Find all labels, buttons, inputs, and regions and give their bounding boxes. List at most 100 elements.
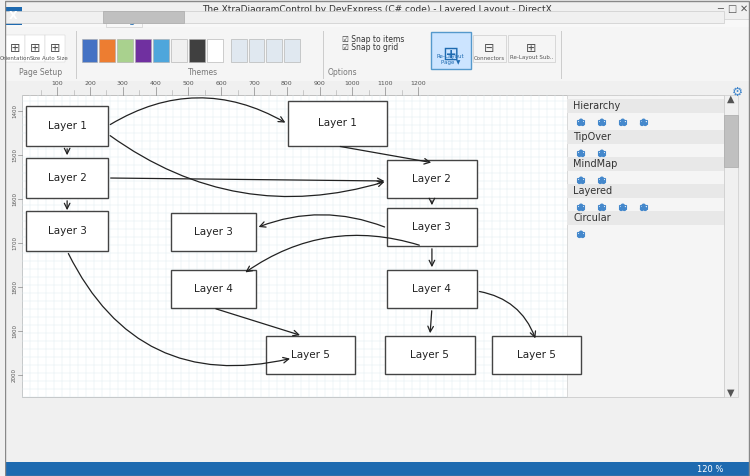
Text: MindMap: MindMap (573, 159, 617, 169)
Text: 1700: 1700 (12, 236, 17, 250)
Circle shape (602, 122, 605, 125)
Circle shape (581, 234, 584, 238)
FancyBboxPatch shape (640, 205, 646, 209)
FancyBboxPatch shape (567, 99, 724, 113)
Text: Design: Design (106, 15, 142, 25)
FancyBboxPatch shape (509, 35, 555, 62)
FancyBboxPatch shape (567, 95, 724, 397)
Circle shape (598, 180, 602, 183)
FancyBboxPatch shape (567, 130, 724, 144)
Circle shape (581, 153, 584, 157)
Text: Size: Size (30, 56, 41, 60)
Text: ⊞: ⊞ (10, 42, 21, 56)
Circle shape (578, 180, 581, 183)
FancyBboxPatch shape (387, 270, 477, 308)
Circle shape (598, 208, 602, 210)
Circle shape (642, 204, 645, 207)
FancyBboxPatch shape (431, 32, 471, 69)
Text: Themes: Themes (188, 68, 218, 77)
Text: 400: 400 (150, 81, 161, 86)
FancyBboxPatch shape (22, 95, 724, 397)
Text: 900: 900 (314, 81, 326, 86)
FancyBboxPatch shape (45, 35, 65, 62)
FancyBboxPatch shape (598, 178, 605, 182)
Text: 1800: 1800 (12, 280, 17, 294)
Circle shape (578, 153, 581, 157)
FancyBboxPatch shape (100, 39, 116, 61)
Text: 1200: 1200 (410, 81, 426, 86)
Text: ✕: ✕ (740, 4, 748, 14)
Text: 1100: 1100 (377, 81, 393, 86)
Text: Layer 5: Layer 5 (517, 350, 556, 360)
Circle shape (580, 177, 583, 180)
FancyBboxPatch shape (567, 184, 724, 198)
FancyBboxPatch shape (598, 151, 605, 156)
Circle shape (581, 180, 584, 183)
Text: Layer 4: Layer 4 (194, 284, 233, 294)
Circle shape (580, 204, 583, 207)
Text: Layer 3: Layer 3 (194, 227, 233, 237)
Circle shape (644, 122, 646, 125)
Text: X: X (9, 11, 18, 21)
Circle shape (598, 153, 602, 157)
FancyBboxPatch shape (189, 39, 205, 61)
Text: Connectors: Connectors (474, 56, 506, 60)
FancyBboxPatch shape (4, 462, 750, 476)
Text: 100: 100 (51, 81, 63, 86)
Circle shape (640, 208, 644, 210)
FancyBboxPatch shape (578, 151, 584, 156)
FancyBboxPatch shape (724, 95, 738, 397)
Circle shape (602, 208, 605, 210)
Text: TipOver: TipOver (573, 132, 611, 142)
Text: The XtraDiagramControl by DevExpress (C# code) - Layered Layout - DirectX: The XtraDiagramControl by DevExpress (C#… (202, 4, 552, 13)
Text: Layer 4: Layer 4 (413, 284, 452, 294)
Text: 1500: 1500 (12, 148, 17, 162)
Circle shape (601, 119, 604, 122)
Text: Layer 5: Layer 5 (291, 350, 330, 360)
FancyBboxPatch shape (4, 27, 750, 81)
FancyBboxPatch shape (4, 11, 724, 23)
Circle shape (622, 208, 626, 210)
FancyBboxPatch shape (4, 19, 750, 81)
Circle shape (601, 204, 604, 207)
FancyBboxPatch shape (117, 39, 134, 61)
Circle shape (621, 119, 624, 122)
FancyBboxPatch shape (4, 81, 750, 95)
Text: 200: 200 (84, 81, 96, 86)
FancyBboxPatch shape (82, 39, 98, 61)
FancyBboxPatch shape (26, 35, 45, 62)
FancyBboxPatch shape (172, 270, 256, 308)
Text: 800: 800 (281, 81, 292, 86)
FancyBboxPatch shape (171, 39, 187, 61)
Text: Layer 1: Layer 1 (318, 119, 357, 129)
Circle shape (580, 119, 583, 122)
FancyBboxPatch shape (106, 13, 142, 27)
Text: ▼: ▼ (728, 388, 735, 398)
Text: □: □ (728, 4, 736, 14)
Text: 600: 600 (215, 81, 227, 86)
Text: Layer 3: Layer 3 (413, 222, 452, 232)
Text: ─: ─ (717, 4, 723, 14)
FancyBboxPatch shape (640, 120, 646, 124)
Text: Circular: Circular (573, 213, 610, 223)
FancyBboxPatch shape (248, 39, 265, 61)
FancyBboxPatch shape (26, 158, 108, 198)
Circle shape (598, 122, 602, 125)
Text: Layer 1: Layer 1 (48, 121, 86, 131)
Circle shape (622, 122, 626, 125)
Text: View: View (152, 15, 176, 25)
Text: Page Setup: Page Setup (19, 68, 62, 77)
FancyBboxPatch shape (26, 211, 108, 251)
Text: ⊡: ⊡ (22, 11, 30, 20)
Text: 2000: 2000 (12, 368, 17, 382)
Text: ☑ Snap to items: ☑ Snap to items (343, 34, 405, 43)
FancyBboxPatch shape (491, 336, 581, 374)
FancyBboxPatch shape (231, 39, 247, 61)
FancyBboxPatch shape (472, 35, 506, 62)
Text: ⊡: ⊡ (33, 11, 40, 20)
Circle shape (578, 208, 581, 210)
FancyBboxPatch shape (578, 178, 584, 182)
Circle shape (578, 122, 581, 125)
FancyBboxPatch shape (103, 11, 184, 23)
Text: Hierarchy: Hierarchy (573, 101, 620, 111)
